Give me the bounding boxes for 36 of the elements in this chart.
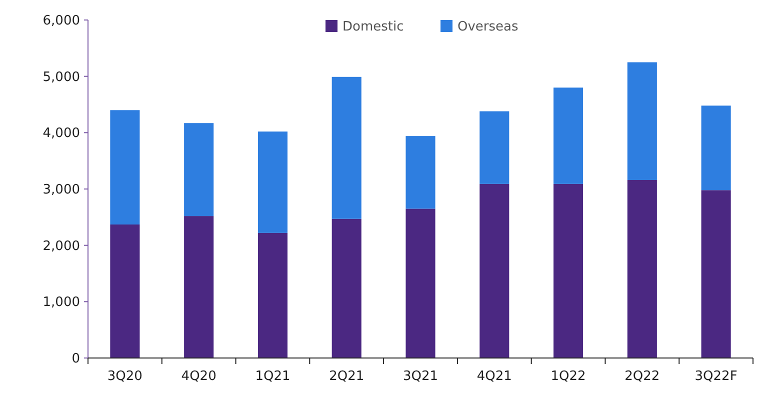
x-tick-label: 2Q21: [329, 369, 364, 384]
bar: [554, 88, 584, 184]
x-tick-label: 2Q22: [624, 369, 660, 384]
bar: [701, 106, 731, 190]
x-tick-label: 1Q22: [550, 369, 586, 384]
y-tick-label: 4,000: [42, 126, 80, 142]
bar: [332, 218, 362, 358]
bar: [258, 132, 288, 233]
x-tick-label: 3Q21: [402, 369, 438, 384]
bar: [627, 180, 657, 358]
bar: [701, 190, 731, 358]
bar: [406, 136, 436, 209]
bar: [110, 224, 140, 358]
y-tick-label: 6,000: [42, 14, 80, 29]
y-tick-label: 1,000: [42, 295, 80, 310]
bar: [184, 216, 214, 358]
bar: [627, 62, 657, 180]
bar: [554, 184, 584, 358]
legend-label: Domestic: [342, 20, 404, 35]
x-tick-label: 3Q20: [107, 369, 142, 384]
bar: [184, 123, 214, 216]
y-tick-label: 0: [72, 352, 80, 367]
bar: [480, 184, 510, 358]
bar: [110, 110, 140, 224]
legend-label: Overseas: [458, 20, 519, 35]
x-tick-label: 1Q21: [255, 369, 290, 384]
x-tick-label: 4Q20: [181, 369, 216, 384]
y-tick-label: 3,000: [42, 182, 80, 198]
bar: [258, 232, 288, 358]
y-tick-label: 5,000: [42, 70, 80, 85]
bar: [332, 76, 362, 219]
x-tick-label: 4Q21: [476, 369, 512, 384]
bar: [406, 208, 436, 358]
x-tick-label: 3Q22F: [694, 369, 738, 384]
y-tick-label: 2,000: [42, 238, 80, 254]
bar: [480, 111, 510, 184]
